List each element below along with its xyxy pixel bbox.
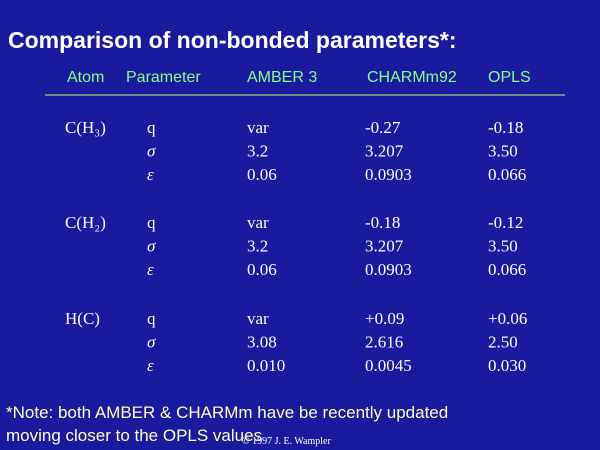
- atom-label: H(C): [65, 309, 100, 328]
- parameter-value: var: [247, 118, 269, 137]
- parameter-value: 0.066: [488, 165, 526, 184]
- parameter-symbol: ε: [147, 165, 154, 184]
- title: Comparison of non-bonded parameters*:: [8, 27, 457, 53]
- column-header: AMBER 3: [247, 69, 317, 86]
- parameter-value: 0.030: [488, 356, 526, 375]
- parameter-symbol: σ: [147, 237, 156, 256]
- parameter-value: 3.207: [365, 142, 404, 161]
- parameter-value: -0.27: [365, 118, 401, 137]
- parameter-symbol: σ: [147, 142, 156, 161]
- parameter-value: 3.50: [488, 237, 518, 256]
- column-header: CHARMm92: [367, 69, 457, 86]
- parameter-value: 0.06: [247, 165, 277, 184]
- parameter-value: 2.50: [488, 333, 518, 352]
- parameter-value: 0.066: [488, 260, 526, 279]
- parameter-symbol: q: [147, 309, 156, 328]
- copyright: © 1997 J. E. Wampler: [242, 436, 331, 447]
- parameter-symbol: q: [147, 118, 156, 137]
- parameter-value: 0.0045: [365, 356, 412, 375]
- parameter-value: -0.18: [365, 213, 400, 232]
- parameter-value: 3.2: [247, 142, 268, 161]
- parameter-symbol: σ: [147, 333, 156, 352]
- parameter-value: var: [247, 309, 269, 328]
- column-header: Atom: [67, 69, 104, 86]
- parameter-value: 3.08: [247, 333, 277, 352]
- parameter-value: 0.0903: [365, 165, 412, 184]
- parameter-value: 0.010: [247, 356, 285, 375]
- parameter-symbol: ε: [147, 356, 154, 375]
- parameter-value: var: [247, 213, 269, 232]
- parameter-value: +0.06: [488, 309, 527, 328]
- parameter-symbol: q: [147, 213, 156, 232]
- parameter-value: 3.50: [488, 142, 518, 161]
- atom-label: C(H₂): [65, 213, 106, 232]
- parameter-value: 0.0903: [365, 260, 412, 279]
- parameter-value: -0.12: [488, 213, 523, 232]
- parameter-value: 2.616: [365, 333, 403, 352]
- parameter-value: +0.09: [365, 309, 404, 328]
- parameter-symbol: ε: [147, 260, 154, 279]
- parameter-value: 3.2: [247, 237, 268, 256]
- parameter-value: -0.18: [488, 118, 523, 137]
- note-line: moving closer to the OPLS values: [6, 426, 262, 445]
- parameter-value: 3.207: [365, 237, 404, 256]
- column-header: OPLS: [488, 69, 531, 86]
- atom-label: C(H₃): [65, 118, 106, 137]
- column-header: Parameter: [126, 69, 201, 86]
- parameter-value: 0.06: [247, 260, 277, 279]
- note-line: *Note: both AMBER & CHARMm have be recen…: [6, 403, 448, 422]
